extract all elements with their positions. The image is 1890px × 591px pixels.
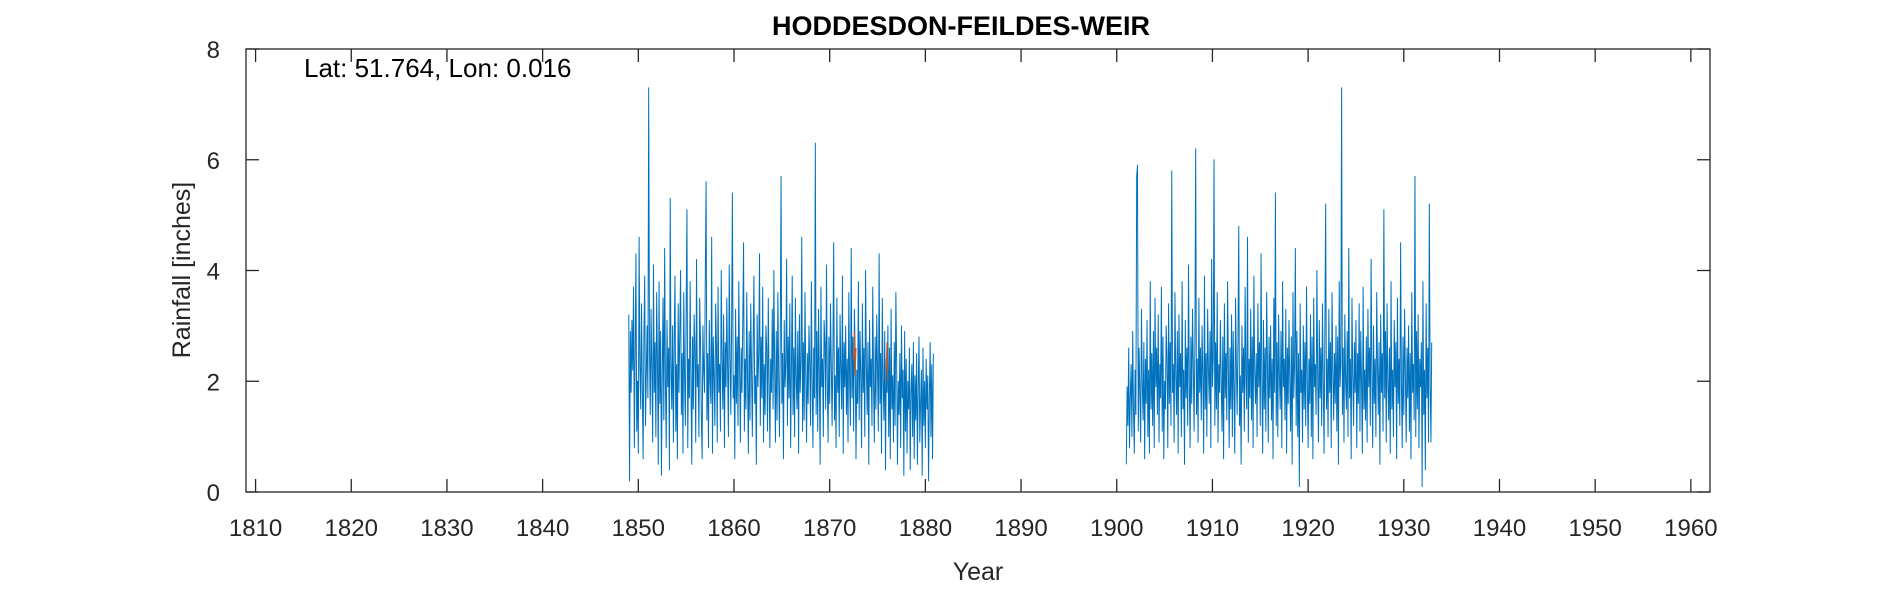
x-tick-label: 1890: [994, 515, 1047, 542]
x-tick-label: 1950: [1568, 515, 1621, 542]
x-tick-label: 1870: [803, 515, 856, 542]
series-2-line-segment-1: [853, 330, 857, 377]
chart-title: HODDESDON-FEILDES-WEIR: [772, 11, 1150, 41]
axes-box: [245, 48, 1711, 493]
series-1-line-segment-1: [628, 87, 934, 482]
series-1-line-segment-2: [1125, 87, 1433, 487]
x-tick-label: 1900: [1090, 515, 1143, 542]
y-tick-label: 6: [207, 148, 220, 175]
x-tick-label: 1930: [1377, 515, 1430, 542]
x-axis-label: Year: [953, 558, 1004, 586]
x-tick-label: 1880: [899, 515, 952, 542]
y-tick-label: 2: [207, 369, 220, 396]
series-layer: [628, 87, 1433, 487]
series-2-line-segment-2: [885, 341, 889, 382]
y-axis-label: Rainfall [inches]: [168, 182, 196, 358]
y-tick-label: 0: [207, 480, 220, 507]
x-tick-label: 1960: [1664, 515, 1717, 542]
y-tick-label: 8: [207, 37, 220, 64]
x-tick-label: 1850: [612, 515, 665, 542]
x-tick-label: 1910: [1186, 515, 1239, 542]
tick-layer: 1810 1820 1830 1840 1850 1860 1870 1880 1890 1900…: [207, 37, 1718, 542]
x-tick-label: 1820: [325, 515, 378, 542]
x-tick-label: 1830: [420, 515, 473, 542]
x-tick-label: 1920: [1281, 515, 1334, 542]
y-tick-label: 4: [207, 259, 220, 286]
x-tick-label: 1860: [707, 515, 760, 542]
location-annotation: Lat: 51.764, Lon: 0.016: [304, 53, 571, 83]
x-tick-label: 1940: [1473, 515, 1526, 542]
x-tick-label: 1840: [516, 515, 569, 542]
x-tick-label: 1810: [229, 515, 282, 542]
